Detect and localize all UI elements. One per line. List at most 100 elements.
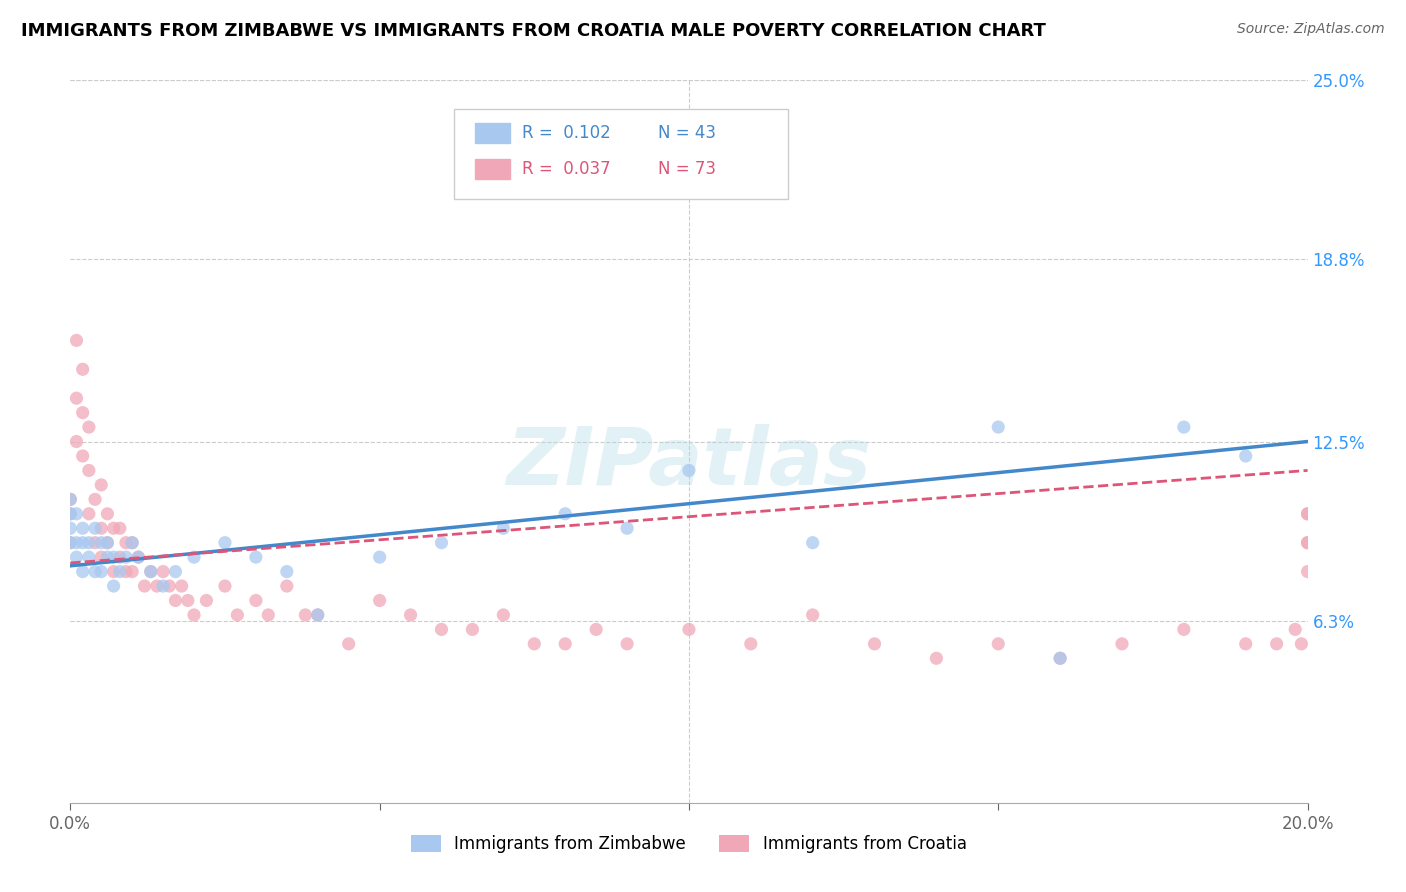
Point bbox=[72, 449, 94, 463]
Point bbox=[103, 521, 125, 535]
Point bbox=[59, 535, 82, 549]
Point bbox=[1049, 651, 1071, 665]
Point bbox=[1296, 535, 1319, 549]
Text: Source: ZipAtlas.com: Source: ZipAtlas.com bbox=[1237, 22, 1385, 37]
Point bbox=[84, 521, 107, 535]
Point bbox=[307, 607, 329, 622]
Point bbox=[72, 565, 94, 579]
Point bbox=[678, 623, 700, 637]
Point bbox=[115, 535, 138, 549]
Point bbox=[134, 579, 156, 593]
Point bbox=[72, 362, 94, 376]
Point bbox=[863, 637, 886, 651]
Point bbox=[492, 521, 515, 535]
Legend: Immigrants from Zimbabwe, Immigrants from Croatia: Immigrants from Zimbabwe, Immigrants fro… bbox=[405, 828, 973, 860]
Point bbox=[925, 651, 948, 665]
Point bbox=[214, 579, 236, 593]
Point bbox=[103, 550, 125, 565]
Point bbox=[1234, 637, 1257, 651]
Point bbox=[139, 565, 162, 579]
Point bbox=[1265, 637, 1288, 651]
Point bbox=[152, 579, 174, 593]
Point bbox=[245, 593, 267, 607]
Point bbox=[121, 565, 143, 579]
Point bbox=[430, 623, 453, 637]
Point bbox=[368, 550, 391, 565]
Point bbox=[257, 607, 280, 622]
Point bbox=[72, 406, 94, 420]
Point bbox=[65, 535, 87, 549]
Point bbox=[59, 492, 82, 507]
Point bbox=[801, 607, 824, 622]
Point bbox=[127, 550, 149, 565]
Point bbox=[987, 420, 1010, 434]
Point bbox=[554, 507, 576, 521]
Text: ZIPatlas: ZIPatlas bbox=[506, 425, 872, 502]
Point bbox=[678, 463, 700, 477]
Point bbox=[616, 521, 638, 535]
Point bbox=[115, 565, 138, 579]
Point bbox=[430, 535, 453, 549]
Point bbox=[72, 535, 94, 549]
Point bbox=[368, 593, 391, 607]
Point bbox=[195, 593, 218, 607]
Point bbox=[127, 550, 149, 565]
Point bbox=[1173, 623, 1195, 637]
Point bbox=[1296, 565, 1319, 579]
FancyBboxPatch shape bbox=[454, 109, 787, 200]
Point bbox=[90, 565, 112, 579]
Point bbox=[214, 535, 236, 549]
Point bbox=[523, 637, 546, 651]
Point bbox=[90, 478, 112, 492]
Point bbox=[59, 535, 82, 549]
Point bbox=[96, 507, 118, 521]
Point bbox=[77, 507, 100, 521]
Text: R =  0.102: R = 0.102 bbox=[522, 124, 610, 142]
Point bbox=[616, 637, 638, 651]
Point bbox=[121, 535, 143, 549]
Point bbox=[65, 391, 87, 405]
Point bbox=[59, 492, 82, 507]
Point bbox=[59, 521, 82, 535]
Point bbox=[84, 535, 107, 549]
Point bbox=[801, 535, 824, 549]
Point bbox=[77, 463, 100, 477]
Point bbox=[96, 535, 118, 549]
Point bbox=[1296, 535, 1319, 549]
Point bbox=[337, 637, 360, 651]
Point bbox=[165, 593, 187, 607]
Point bbox=[108, 565, 131, 579]
Point bbox=[461, 623, 484, 637]
Point bbox=[1234, 449, 1257, 463]
Point bbox=[1296, 507, 1319, 521]
Point bbox=[72, 521, 94, 535]
Point bbox=[96, 550, 118, 565]
Point bbox=[65, 507, 87, 521]
Point bbox=[307, 607, 329, 622]
Point bbox=[226, 607, 249, 622]
Point bbox=[183, 607, 205, 622]
Text: IMMIGRANTS FROM ZIMBABWE VS IMMIGRANTS FROM CROATIA MALE POVERTY CORRELATION CHA: IMMIGRANTS FROM ZIMBABWE VS IMMIGRANTS F… bbox=[21, 22, 1046, 40]
Point bbox=[90, 535, 112, 549]
Point bbox=[84, 492, 107, 507]
Point bbox=[103, 579, 125, 593]
Point bbox=[77, 535, 100, 549]
Point bbox=[139, 565, 162, 579]
Text: R =  0.037: R = 0.037 bbox=[522, 161, 610, 178]
Point bbox=[1049, 651, 1071, 665]
Point bbox=[492, 607, 515, 622]
Point bbox=[177, 593, 200, 607]
Point bbox=[65, 334, 87, 348]
Point bbox=[740, 637, 762, 651]
Point bbox=[59, 507, 82, 521]
Point bbox=[90, 521, 112, 535]
Point bbox=[1296, 507, 1319, 521]
Point bbox=[1173, 420, 1195, 434]
Point bbox=[294, 607, 316, 622]
Point bbox=[1111, 637, 1133, 651]
Point bbox=[103, 565, 125, 579]
Point bbox=[987, 637, 1010, 651]
Point bbox=[554, 637, 576, 651]
Text: N = 73: N = 73 bbox=[658, 161, 716, 178]
FancyBboxPatch shape bbox=[475, 159, 509, 179]
